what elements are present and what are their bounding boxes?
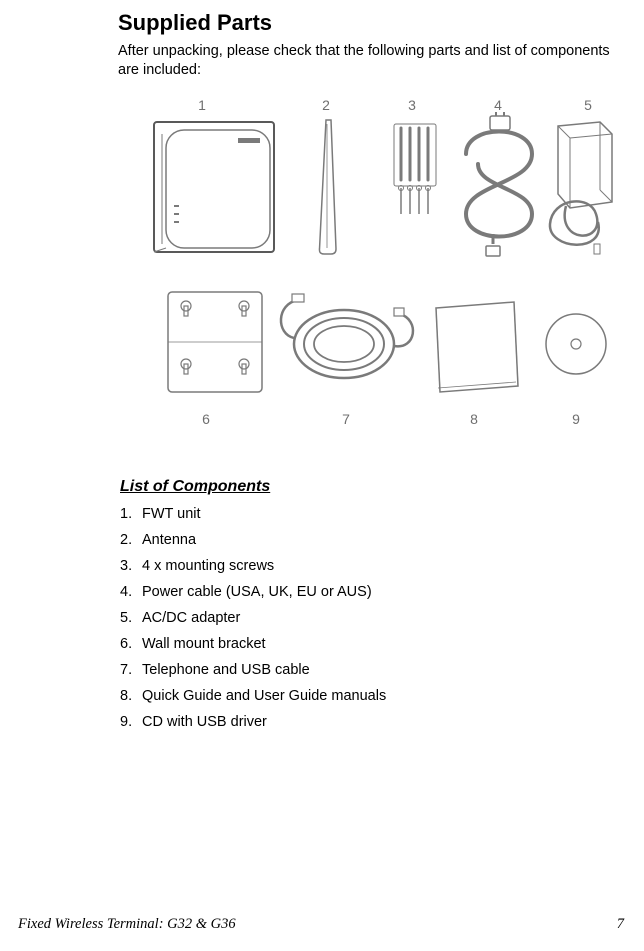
component-item-number: 4. xyxy=(120,584,142,600)
svg-text:1: 1 xyxy=(198,97,206,113)
page: Supplied Parts After unpacking, please c… xyxy=(0,0,644,951)
component-item: 7.Telephone and USB cable xyxy=(120,662,624,678)
component-item-label: FWT unit xyxy=(142,506,201,522)
component-item-number: 5. xyxy=(120,610,142,626)
component-item-label: AC/DC adapter xyxy=(142,610,240,626)
component-item-label: Quick Guide and User Guide manuals xyxy=(142,688,386,704)
component-item: 8.Quick Guide and User Guide manuals xyxy=(120,688,624,704)
svg-text:8: 8 xyxy=(470,411,478,427)
component-item: 6.Wall mount bracket xyxy=(120,636,624,652)
component-item: 1.FWT unit xyxy=(120,506,624,522)
component-item-number: 1. xyxy=(120,506,142,522)
svg-text:9: 9 xyxy=(572,411,580,427)
components-heading: List of Components xyxy=(120,478,624,496)
svg-text:3: 3 xyxy=(408,97,416,113)
svg-text:4: 4 xyxy=(494,97,502,113)
component-item: 3.4 x mounting screws xyxy=(120,558,624,574)
footer-page-number: 7 xyxy=(617,916,624,933)
component-item-number: 6. xyxy=(120,636,142,652)
component-item-number: 8. xyxy=(120,688,142,704)
component-item: 9.CD with USB driver xyxy=(120,714,624,730)
component-item-label: Wall mount bracket xyxy=(142,636,266,652)
component-item-label: CD with USB driver xyxy=(142,714,267,730)
svg-text:6: 6 xyxy=(202,411,210,427)
component-item: 2.Antenna xyxy=(120,532,624,548)
component-item-label: Telephone and USB cable xyxy=(142,662,310,678)
svg-text:5: 5 xyxy=(584,97,592,113)
component-item-number: 2. xyxy=(120,532,142,548)
components-list: 1.FWT unit2.Antenna3.4 x mounting screws… xyxy=(118,506,624,730)
svg-text:7: 7 xyxy=(342,411,350,427)
section-title: Supplied Parts xyxy=(118,10,624,36)
component-item-number: 3. xyxy=(120,558,142,574)
intro-text: After unpacking, please check that the f… xyxy=(118,42,624,80)
svg-text:2: 2 xyxy=(322,97,330,113)
supplied-parts-diagram: 1 2 3 4 5 6 7 8 9 xyxy=(126,94,616,430)
component-item-number: 9. xyxy=(120,714,142,730)
component-item-label: Antenna xyxy=(142,532,196,548)
component-item-label: Power cable (USA, UK, EU or AUS) xyxy=(142,584,372,600)
footer-doc-title: Fixed Wireless Terminal: G32 & G36 xyxy=(18,916,236,933)
page-footer: Fixed Wireless Terminal: G32 & G36 7 xyxy=(0,916,644,933)
component-item-label: 4 x mounting screws xyxy=(142,558,274,574)
component-item: 5.AC/DC adapter xyxy=(120,610,624,626)
component-item: 4.Power cable (USA, UK, EU or AUS) xyxy=(120,584,624,600)
component-item-number: 7. xyxy=(120,662,142,678)
parts-illustration: 1 2 3 4 5 6 7 8 9 xyxy=(126,94,616,430)
